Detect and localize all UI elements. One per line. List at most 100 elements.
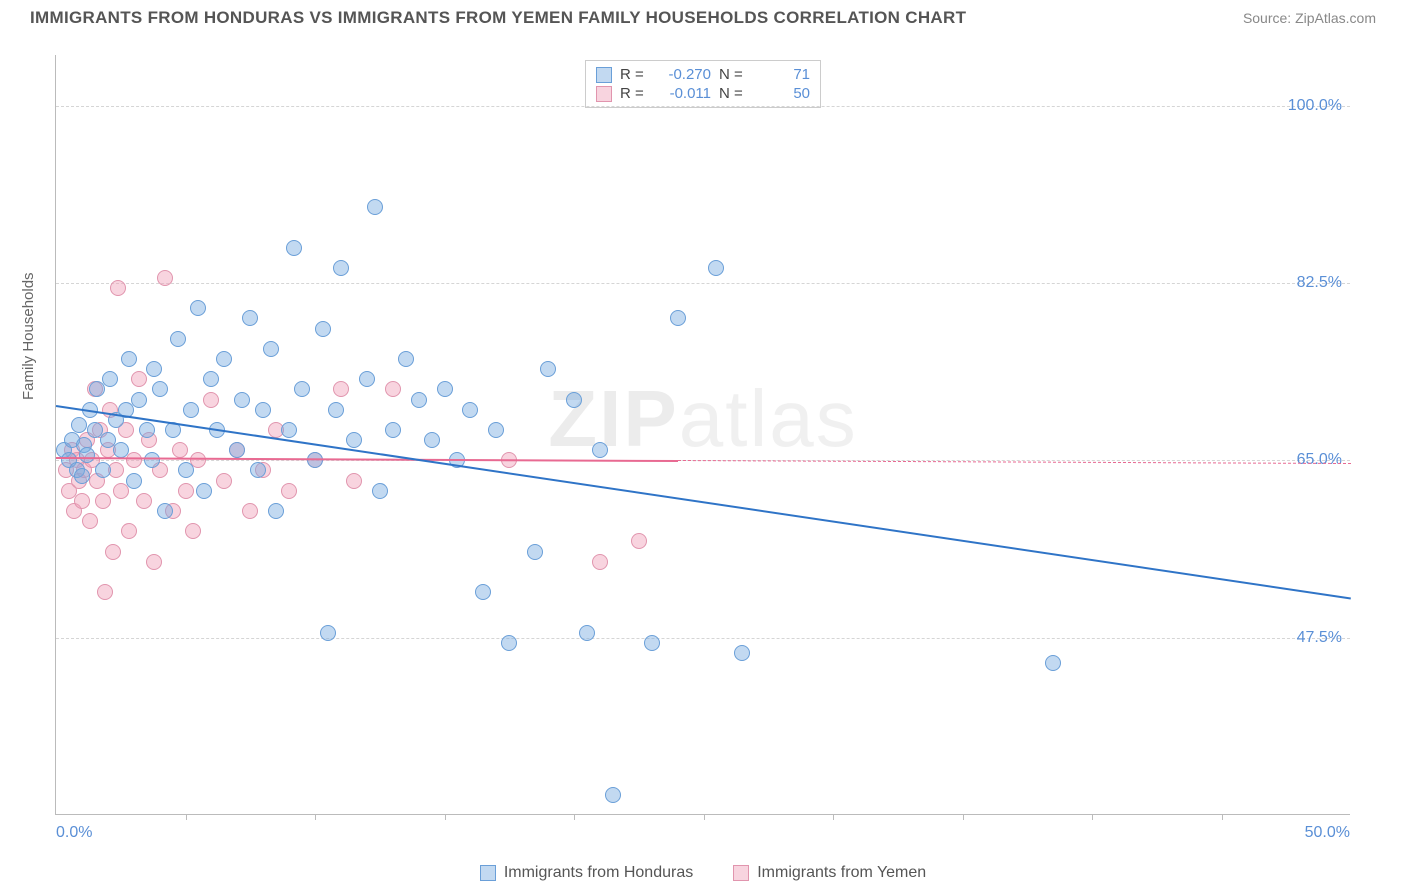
scatter-point-honduras — [281, 422, 297, 438]
scatter-point-honduras — [216, 351, 232, 367]
scatter-point-honduras — [644, 635, 660, 651]
n-label: N = — [719, 85, 747, 102]
chart-plot-area: ZIPatlas R = -0.270 N = 71 R = -0.011 N … — [55, 55, 1350, 815]
scatter-point-honduras — [540, 361, 556, 377]
scatter-point-honduras — [229, 442, 245, 458]
scatter-point-yemen — [97, 584, 113, 600]
gridline — [56, 283, 1350, 284]
scatter-point-yemen — [136, 493, 152, 509]
n-label: N = — [719, 66, 747, 83]
scatter-point-yemen — [74, 493, 90, 509]
scatter-point-honduras — [605, 787, 621, 803]
correlation-legend: R = -0.270 N = 71 R = -0.011 N = 50 — [585, 60, 821, 108]
scatter-point-honduras — [385, 422, 401, 438]
scatter-point-honduras — [131, 392, 147, 408]
x-tick — [445, 814, 446, 820]
scatter-point-yemen — [105, 544, 121, 560]
scatter-point-honduras — [242, 310, 258, 326]
scatter-point-yemen — [242, 503, 258, 519]
n-value-honduras: 71 — [755, 66, 810, 83]
legend-swatch-honduras — [480, 865, 496, 881]
y-tick-label: 100.0% — [1288, 97, 1342, 115]
x-tick — [186, 814, 187, 820]
x-tick — [574, 814, 575, 820]
source-attribution: Source: ZipAtlas.com — [1243, 10, 1376, 26]
scatter-point-honduras — [152, 381, 168, 397]
scatter-point-honduras — [670, 310, 686, 326]
r-label: R = — [620, 85, 648, 102]
scatter-point-honduras — [234, 392, 250, 408]
scatter-point-honduras — [95, 462, 111, 478]
scatter-point-honduras — [146, 361, 162, 377]
scatter-point-honduras — [1045, 655, 1061, 671]
scatter-point-honduras — [263, 341, 279, 357]
scatter-point-honduras — [527, 544, 543, 560]
scatter-point-honduras — [102, 371, 118, 387]
x-tick-label: 0.0% — [56, 824, 92, 842]
series-legend: Immigrants from Honduras Immigrants from… — [0, 864, 1406, 882]
scatter-point-yemen — [631, 533, 647, 549]
scatter-point-honduras — [315, 321, 331, 337]
scatter-point-honduras — [190, 300, 206, 316]
scatter-point-honduras — [566, 392, 582, 408]
y-axis-label: Family Households — [20, 272, 37, 400]
scatter-point-honduras — [139, 422, 155, 438]
scatter-point-honduras — [294, 381, 310, 397]
x-tick — [1092, 814, 1093, 820]
chart-header: IMMIGRANTS FROM HONDURAS VS IMMIGRANTS F… — [0, 0, 1406, 32]
scatter-point-yemen — [281, 483, 297, 499]
n-value-yemen: 50 — [755, 85, 810, 102]
legend-swatch-yemen — [733, 865, 749, 881]
y-tick-label: 47.5% — [1297, 629, 1342, 647]
y-tick-label: 65.0% — [1297, 451, 1342, 469]
legend-swatch-honduras — [596, 67, 612, 83]
scatter-point-honduras — [121, 351, 137, 367]
chart-title: IMMIGRANTS FROM HONDURAS VS IMMIGRANTS F… — [30, 8, 966, 28]
scatter-point-honduras — [79, 447, 95, 463]
x-tick — [963, 814, 964, 820]
scatter-point-honduras — [196, 483, 212, 499]
scatter-point-yemen — [126, 452, 142, 468]
scatter-point-yemen — [333, 381, 349, 397]
scatter-point-honduras — [488, 422, 504, 438]
legend-label-yemen: Immigrants from Yemen — [757, 864, 926, 882]
legend-row-yemen: R = -0.011 N = 50 — [596, 84, 810, 103]
gridline — [56, 106, 1350, 107]
scatter-point-honduras — [367, 199, 383, 215]
scatter-point-honduras — [126, 473, 142, 489]
legend-row-honduras: R = -0.270 N = 71 — [596, 65, 810, 84]
scatter-point-honduras — [592, 442, 608, 458]
scatter-point-honduras — [372, 483, 388, 499]
watermark-bold: ZIP — [548, 374, 678, 463]
scatter-point-honduras — [579, 625, 595, 641]
r-label: R = — [620, 66, 648, 83]
legend-swatch-yemen — [596, 86, 612, 102]
scatter-point-yemen — [172, 442, 188, 458]
scatter-point-yemen — [121, 523, 137, 539]
scatter-point-honduras — [398, 351, 414, 367]
scatter-point-honduras — [255, 402, 271, 418]
x-tick-label: 50.0% — [1305, 824, 1350, 842]
x-tick — [1222, 814, 1223, 820]
scatter-point-honduras — [708, 260, 724, 276]
scatter-point-honduras — [71, 417, 87, 433]
x-tick — [704, 814, 705, 820]
scatter-point-honduras — [346, 432, 362, 448]
scatter-point-honduras — [475, 584, 491, 600]
scatter-point-honduras — [333, 260, 349, 276]
scatter-point-honduras — [328, 402, 344, 418]
scatter-point-honduras — [144, 452, 160, 468]
scatter-point-yemen — [157, 270, 173, 286]
scatter-point-honduras — [359, 371, 375, 387]
scatter-point-honduras — [178, 462, 194, 478]
scatter-point-honduras — [462, 402, 478, 418]
scatter-point-honduras — [203, 371, 219, 387]
legend-label-honduras: Immigrants from Honduras — [504, 864, 693, 882]
scatter-point-honduras — [170, 331, 186, 347]
scatter-point-yemen — [110, 280, 126, 296]
scatter-point-honduras — [74, 468, 90, 484]
scatter-point-honduras — [250, 462, 266, 478]
scatter-point-honduras — [320, 625, 336, 641]
scatter-point-yemen — [385, 381, 401, 397]
r-value-yemen: -0.011 — [656, 85, 711, 102]
